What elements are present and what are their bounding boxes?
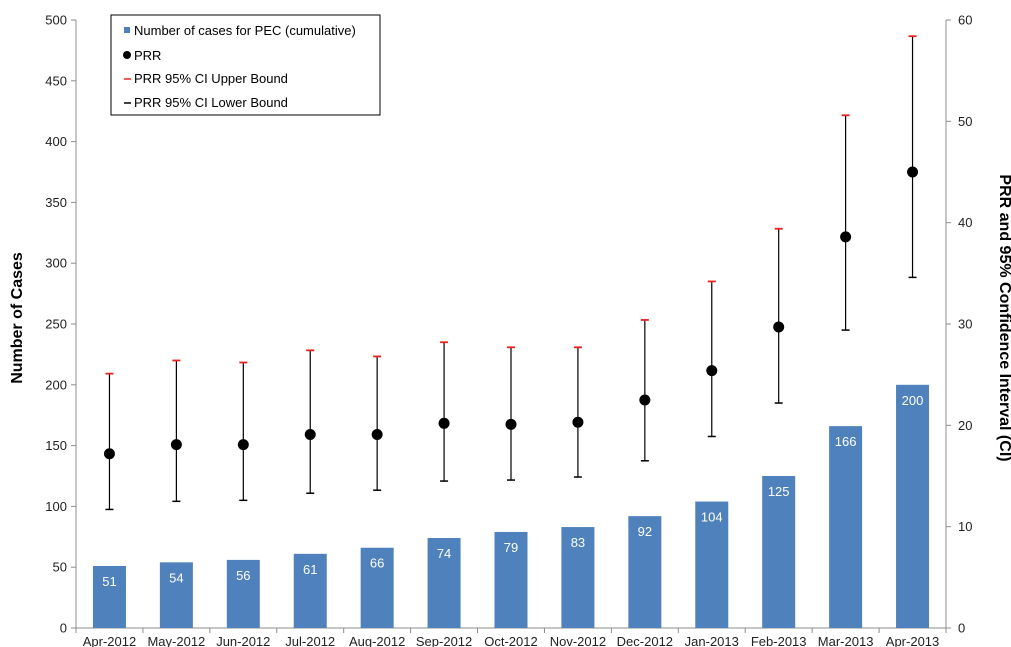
bar: [762, 476, 796, 628]
bar-data-label: 83: [571, 535, 585, 550]
x-tick-label: Sep-2012: [416, 634, 472, 647]
y2-tick-label: 50: [958, 114, 972, 129]
y2-tick-label: 20: [958, 418, 972, 433]
bar-data-label: 56: [236, 568, 250, 583]
y-tick-label: 300: [45, 256, 67, 271]
tick-labels: 0 50 100 150 200 250 300 350 400 450 500 0 10 20 30 40 5…: [45, 13, 972, 647]
prr-point: [170, 439, 182, 451]
x-tick-label: Jan-2013: [685, 634, 739, 647]
y2-axis-title: PRR and 95% Confidence Interval (CI): [996, 174, 1011, 461]
y-tick-label: 0: [60, 621, 67, 636]
y-tick-label: 500: [45, 13, 67, 28]
error-bars: [105, 35, 917, 511]
prr-point: [639, 394, 651, 406]
legend-box: [110, 14, 381, 116]
legend: Number of cases for PEC (cumulative) PRR…: [110, 14, 381, 116]
bar-data-label: 125: [768, 484, 790, 499]
prr-point: [773, 321, 785, 333]
bar: [427, 538, 461, 628]
x-tick-label: Feb-2013: [751, 634, 807, 647]
bar-data-label: 51: [102, 574, 116, 589]
y-tick-label: 400: [45, 134, 67, 149]
legend-label-prr: PRR: [134, 48, 161, 63]
y2-tick-label: 60: [958, 13, 972, 28]
bar: [628, 516, 662, 628]
bar-data-label: 92: [638, 524, 652, 539]
legend-label-cases: Number of cases for PEC (cumulative): [134, 23, 356, 38]
legend-swatch-bar: [124, 27, 130, 33]
x-tick-label: Aug-2012: [349, 634, 405, 647]
y2-tick-label: 40: [958, 215, 972, 230]
y2-tick-label: 0: [958, 621, 965, 636]
bar-labels: 51 54 56 61 66 74 79 83 92 104 125 166 200: [102, 393, 923, 589]
legend-swatch-prr: [123, 51, 131, 59]
prr-point: [371, 428, 383, 440]
x-tick-label: Mar-2013: [818, 634, 874, 647]
bar: [494, 531, 528, 628]
y-axis-title: Number of Cases: [9, 252, 26, 384]
bar: [561, 527, 595, 628]
y2-tick-label: 10: [958, 519, 972, 534]
bars: [92, 384, 930, 628]
y-tick-label: 200: [45, 377, 67, 392]
x-tick-label: Jun-2012: [216, 634, 270, 647]
prr-point: [438, 417, 450, 429]
prr-point: [840, 231, 852, 243]
bar-data-label: 166: [835, 434, 857, 449]
prr-point: [237, 439, 249, 451]
bar-data-label: 74: [437, 546, 451, 561]
x-tick-label: Dec-2012: [617, 634, 673, 647]
prr-point: [572, 416, 584, 428]
x-tick-label: Apr-2013: [886, 634, 939, 647]
bar: [226, 559, 260, 628]
bar-data-label: 200: [902, 393, 924, 408]
bar: [159, 562, 193, 628]
x-tick-label: Oct-2012: [484, 634, 537, 647]
prr-points: [103, 166, 919, 460]
y-tick-label: 350: [45, 195, 67, 210]
prr-point: [706, 365, 718, 377]
x-tick-label: Jul-2012: [285, 634, 335, 647]
legend-label-upper: PRR 95% CI Upper Bound: [134, 71, 288, 86]
bar-data-label: 66: [370, 556, 384, 571]
bar: [695, 501, 729, 628]
y2-tick-label: 30: [958, 317, 972, 332]
x-tick-label: Nov-2012: [550, 634, 606, 647]
bar: [293, 553, 327, 628]
y-tick-label: 100: [45, 499, 67, 514]
bar-data-label: 79: [504, 540, 518, 555]
prr-point: [304, 428, 316, 440]
bar: [92, 565, 126, 628]
y-tick-label: 50: [53, 560, 67, 575]
x-tick-label: May-2012: [147, 634, 205, 647]
prr-point: [505, 418, 517, 430]
bar-data-label: 104: [701, 510, 723, 525]
prr-point: [103, 448, 115, 460]
prr-point: [907, 166, 919, 178]
x-tick-label: Apr-2012: [83, 634, 136, 647]
y-tick-label: 150: [45, 438, 67, 453]
bar: [829, 426, 863, 628]
bar: [360, 547, 394, 628]
bar-data-label: 54: [169, 570, 183, 585]
y-tick-label: 250: [45, 317, 67, 332]
legend-label-lower: PRR 95% CI Lower Bound: [134, 95, 288, 110]
y-tick-label: 450: [45, 73, 67, 88]
bar: [896, 384, 930, 628]
bar-data-label: 61: [303, 562, 317, 577]
